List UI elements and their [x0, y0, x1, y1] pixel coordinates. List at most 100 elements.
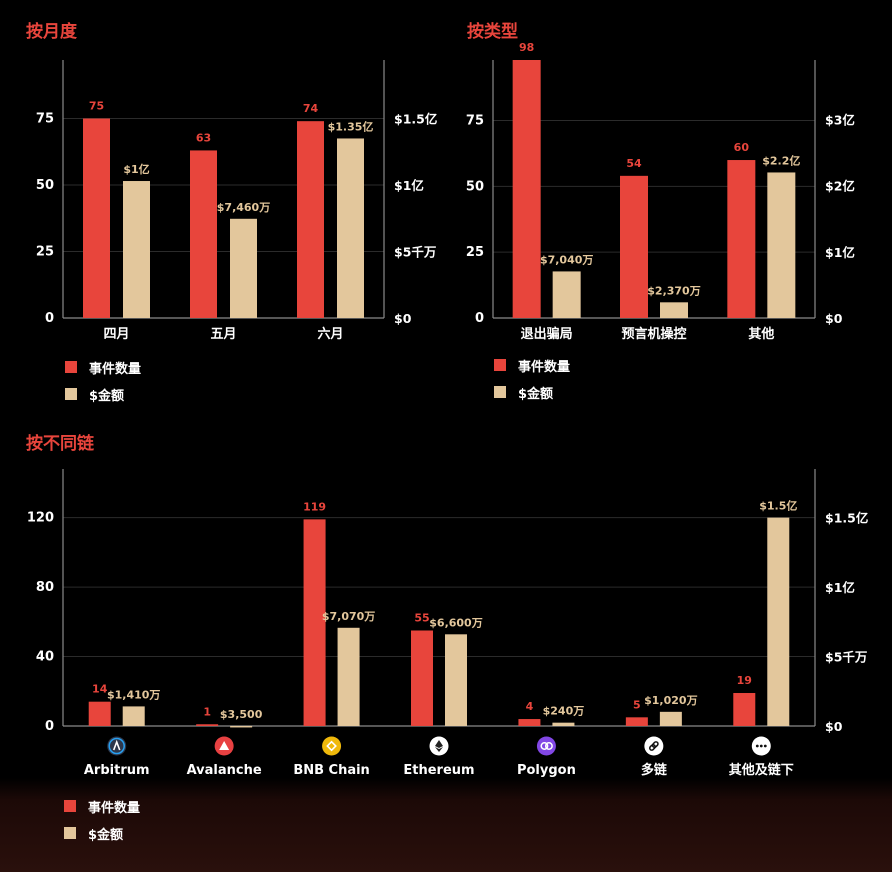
legend-count-label: 事件数量 [518, 359, 571, 375]
x-axis-category-label: BNB Chain [293, 763, 370, 778]
left-axis-tick-label: 25 [466, 245, 484, 260]
amount-swatch [494, 386, 506, 398]
amount-swatch [64, 827, 76, 839]
legend-count-label: 事件数量 [88, 800, 141, 816]
amount-data-label: $2.2亿 [762, 153, 800, 167]
count-bar [88, 701, 111, 726]
count-bar [518, 719, 541, 726]
count-bar [303, 519, 326, 726]
amount-data-label: $3,500 [220, 708, 263, 721]
x-axis-category-label: 四月 [103, 327, 129, 342]
x-axis-category-label: Polygon [517, 763, 576, 778]
left-axis-tick-label: 25 [36, 245, 54, 260]
x-axis-category-label: 其他及链下 [729, 762, 794, 778]
amount-bar [122, 706, 145, 726]
amount-bar [552, 722, 575, 726]
count-data-label: 98 [519, 41, 534, 54]
legend-amount-label: $金额 [88, 827, 124, 843]
count-data-label: 14 [92, 683, 108, 696]
right-axis-tick-label: $1亿 [394, 178, 424, 193]
x-axis-category-label: Arbitrum [84, 763, 150, 778]
amount-data-label: $1,020万 [644, 694, 697, 707]
right-axis-tick-label: $1亿 [825, 580, 855, 595]
legend-item-count: 事件数量 [65, 360, 141, 377]
amount-data-label: $7,040万 [540, 253, 593, 266]
left-axis-tick-label: 75 [36, 112, 54, 127]
legend-monthly: 事件数量 $金额 [65, 360, 141, 414]
amount-bar [337, 138, 364, 318]
right-axis-tick-label: $2亿 [825, 179, 855, 194]
count-data-label: 60 [734, 141, 750, 154]
count-data-label: 19 [737, 674, 752, 687]
amount-data-label: $7,460万 [217, 201, 270, 214]
count-data-label: 5 [633, 698, 641, 711]
amount-bar [337, 627, 360, 726]
amount-bar [445, 634, 467, 726]
amount-bar [767, 172, 796, 318]
arbitrum-icon [107, 736, 127, 756]
polygon-icon [536, 736, 556, 756]
count-bar [620, 175, 648, 318]
amount-data-label: $6,600万 [429, 616, 482, 629]
x-axis-category-label: Ethereum [403, 763, 474, 778]
count-swatch [64, 800, 76, 812]
amount-bar [659, 711, 682, 726]
right-axis-tick-label: $1亿 [825, 245, 855, 260]
legend-item-count: 事件数量 [64, 799, 141, 816]
left-axis-tick-label: 40 [36, 650, 54, 665]
amount-bar [230, 725, 253, 728]
x-axis-category-label: Avalanche [187, 763, 262, 778]
amount-data-label: $240万 [543, 705, 585, 718]
amount-bar [552, 271, 581, 318]
legend-chain: 事件数量 $金额 [64, 799, 140, 853]
legend-item-amount: $金额 [64, 826, 140, 843]
legend-amount-label: $金额 [518, 386, 554, 402]
ethereum-icon [429, 736, 449, 756]
count-data-label: 55 [414, 611, 429, 624]
count-bar [727, 160, 756, 318]
left-axis-tick-label: 80 [36, 580, 54, 595]
chart-title-chain: 按不同链 [26, 434, 94, 454]
right-axis-tick-label: $5千万 [825, 650, 867, 665]
legend-type: 事件数量 $金额 [494, 358, 570, 412]
amount-data-label: $2,370万 [647, 284, 700, 297]
legend-item-amount: $金额 [65, 387, 141, 404]
right-axis-tick-label: $5千万 [394, 245, 436, 260]
count-swatch [494, 359, 506, 371]
count-bar [83, 118, 110, 318]
x-axis-category-label: 六月 [317, 326, 343, 342]
count-swatch [65, 361, 77, 373]
right-axis-tick-label: $1.5亿 [825, 511, 868, 526]
amount-bar [767, 517, 790, 726]
count-bar [512, 60, 541, 318]
amount-bar [123, 181, 150, 318]
count-bar [733, 693, 756, 726]
left-axis-tick-label: 0 [45, 311, 54, 326]
right-axis-tick-label: $1.5亿 [394, 112, 437, 127]
amount-bar [230, 218, 257, 318]
left-axis-tick-label: 0 [45, 719, 54, 734]
right-axis-tick-label: $3亿 [825, 113, 855, 128]
count-bar [196, 724, 219, 726]
count-bar [190, 150, 217, 318]
chart-title-monthly: 按月度 [26, 22, 77, 42]
x-axis-category-label: 五月 [210, 327, 236, 342]
amount-data-label: $1亿 [123, 162, 149, 176]
amount-data-label: $1.35亿 [328, 119, 374, 133]
x-axis-category-label: 其他 [748, 326, 774, 342]
right-axis-tick-label: $0 [394, 311, 412, 326]
legend-item-amount: $金额 [494, 385, 570, 402]
left-axis-tick-label: 120 [27, 511, 54, 526]
x-axis-category-label: 多链 [641, 762, 668, 778]
count-bar [411, 630, 433, 726]
x-axis-category-label: 预言机操控 [621, 326, 686, 342]
chart-title-type: 按类型 [467, 22, 518, 42]
right-axis-tick-label: $0 [825, 311, 843, 326]
multichain-link-icon [644, 736, 664, 756]
left-axis-tick-label: 50 [466, 179, 484, 194]
count-data-label: 1 [203, 705, 211, 718]
amount-data-label: $1,410万 [107, 688, 160, 701]
right-axis-tick-label: $0 [825, 719, 843, 734]
bnb-chain-icon [322, 736, 342, 756]
count-bar [297, 121, 324, 318]
